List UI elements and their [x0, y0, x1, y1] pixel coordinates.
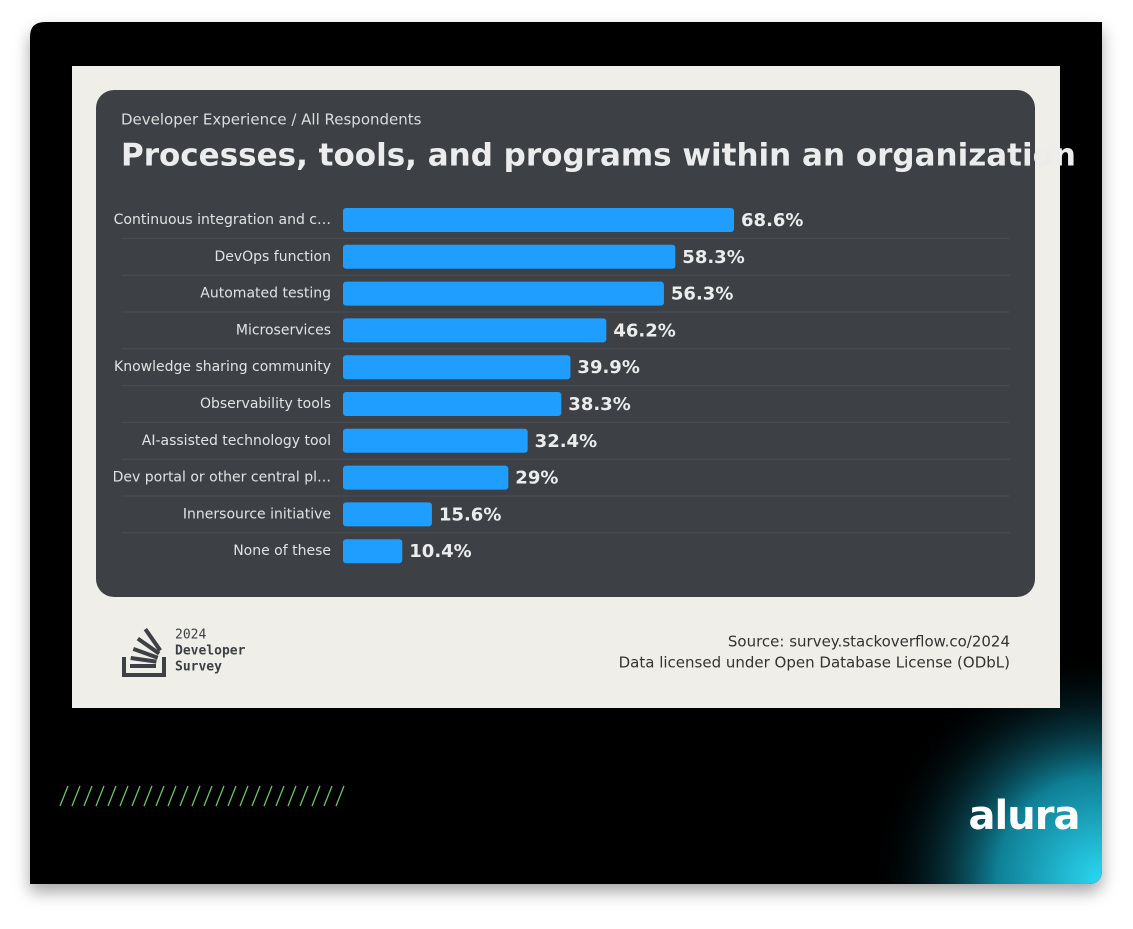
bar [343, 502, 432, 527]
hatch-line [203, 785, 213, 807]
value-label: 46.2% [613, 320, 675, 341]
category-label: Automated testing [200, 286, 331, 302]
bar [343, 539, 403, 564]
value-label: 15.6% [439, 504, 501, 525]
hatch-line [59, 785, 69, 807]
value-label: 32.4% [535, 431, 597, 452]
hatch-line [251, 785, 261, 807]
bar [343, 465, 509, 490]
hatch-line [107, 785, 117, 807]
value-label: 56.3% [671, 284, 733, 305]
hatch-line [83, 785, 93, 807]
logo-text: 2024 [175, 628, 206, 643]
bar [343, 281, 664, 306]
chart-title: Processes, tools, and programs within an… [121, 138, 1076, 174]
bar [343, 318, 607, 343]
hatch-line [311, 785, 321, 807]
value-label: 68.6% [741, 210, 803, 231]
value-label: 38.3% [568, 394, 630, 415]
hatch-line [299, 785, 309, 807]
hatch-line [143, 785, 153, 807]
value-label: 58.3% [682, 247, 744, 268]
bar [343, 208, 735, 232]
category-label: Observability tools [200, 396, 331, 412]
category-label: Knowledge sharing community [114, 359, 331, 375]
hatch-line [287, 785, 297, 807]
hatch-line [191, 785, 201, 807]
value-label: 10.4% [409, 541, 471, 562]
so-logo [122, 628, 166, 677]
category-label: Innersource initiative [183, 506, 331, 522]
hatch-line [335, 785, 345, 807]
hatch-line [227, 785, 237, 807]
hatch-line [179, 785, 189, 807]
category-label: Microservices [236, 322, 331, 338]
logo-text: Developer [175, 644, 246, 659]
bar [343, 355, 571, 380]
category-label: Continuous integration and c… [114, 212, 331, 228]
logo-text: Survey [175, 660, 222, 675]
category-label: Dev portal or other central pl… [113, 470, 331, 486]
chart-subtitle: Developer Experience / All Respondents [121, 111, 422, 129]
hatch-line [119, 785, 129, 807]
value-label: 39.9% [577, 357, 639, 378]
hatch [59, 785, 345, 807]
bars: Continuous integration and c… 68.6% DevOps… [113, 208, 1010, 564]
category-label: None of these [233, 543, 331, 559]
hatch-line [71, 785, 81, 807]
hatch-line [167, 785, 177, 807]
category-label: DevOps function [214, 249, 331, 265]
chart-box [96, 90, 1035, 597]
bar [343, 244, 676, 269]
hatch-line [215, 785, 225, 807]
hatch-line [239, 785, 249, 807]
hatch-line [263, 785, 273, 807]
hatch-line [131, 785, 141, 807]
brand-logo: alura [969, 793, 1080, 839]
bar [343, 392, 562, 416]
hatch-line [323, 785, 333, 807]
category-label: AI-assisted technology tool [142, 433, 331, 449]
source: Source: survey.stackoverflow.co/2024 [728, 633, 1010, 651]
bar [343, 428, 528, 453]
hatch-line [155, 785, 165, 807]
value-label: 29% [515, 468, 558, 489]
license: Data licensed under Open Database Licens… [619, 654, 1010, 672]
hatch-line [275, 785, 285, 807]
hatch-line [95, 785, 105, 807]
